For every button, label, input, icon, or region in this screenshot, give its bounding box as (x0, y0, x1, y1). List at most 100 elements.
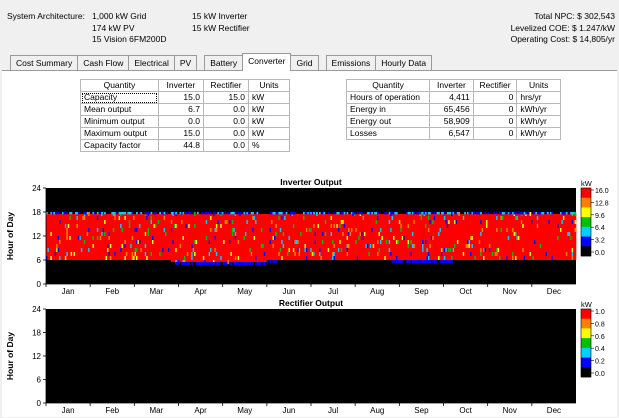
heatmap-cell (144, 214, 147, 260)
heatmap-cell (361, 214, 363, 260)
heatmap-cell (298, 214, 301, 260)
heatmap-cell (388, 240, 391, 244)
heatmap-cell (429, 214, 432, 260)
heatmap-cell (350, 214, 353, 260)
heatmap-cell (207, 214, 209, 262)
heatmap-cell (130, 212, 132, 215)
heatmap-cell (314, 232, 317, 236)
table-row[interactable]: Minimum output 0.0 0.0 kW (80, 115, 290, 128)
x-tick-label: Oct (459, 406, 472, 415)
heatmap-cell (388, 214, 391, 260)
heatmap-cell (468, 212, 471, 215)
heatmap-cell (199, 262, 202, 266)
heatmap-cell (197, 262, 199, 266)
table-row[interactable]: Losses 6,547 0 kWh/yr (345, 127, 561, 140)
heatmap-cell (545, 212, 548, 215)
heatmap-cell (223, 240, 225, 244)
heatmap-cell (173, 224, 176, 228)
heatmap-cell (304, 214, 307, 260)
heatmap-cell (239, 212, 241, 216)
heatmap-cell (458, 212, 461, 216)
heatmap-cell (301, 214, 304, 260)
heatmap-cell (114, 212, 116, 215)
heatmap-cell (124, 244, 127, 248)
heatmap-cell (154, 214, 157, 260)
tab-converter[interactable]: Converter (242, 53, 292, 71)
heatmap-cell (365, 244, 368, 248)
heatmap-cell (310, 248, 313, 252)
heatmap-cell (64, 256, 67, 260)
heatmap-cell (207, 262, 209, 266)
heatmap-cell (69, 216, 71, 220)
heatmap-cell (131, 252, 134, 256)
colorbar-tick-label: 6.4 (595, 225, 605, 232)
row-label[interactable]: Losses (345, 127, 431, 140)
heatmap-cell (500, 214, 503, 260)
heatmap-cell (60, 214, 63, 260)
heatmap-cell (422, 260, 424, 264)
heatmap-cell (381, 236, 384, 240)
heatmap-cell (432, 236, 434, 240)
heatmap-cell (368, 212, 371, 215)
heatmap-cell (390, 228, 392, 232)
heatmap-cell (104, 232, 106, 236)
heatmap-cell (215, 224, 218, 228)
table-row[interactable]: Mean output 6.7 0.0 kW (80, 103, 290, 116)
heatmap-cell (120, 248, 122, 252)
tab-hourly-data[interactable]: Hourly Data (375, 55, 433, 71)
cell-units[interactable]: % (248, 139, 290, 152)
heatmap-cell (410, 252, 413, 256)
heatmap-cell (79, 236, 82, 240)
heatmap-cell (224, 262, 227, 266)
heatmap-cell (570, 212, 572, 215)
cell-rectifier[interactable]: 0.0 (202, 139, 250, 152)
heatmap-cell (231, 212, 234, 215)
heatmap-cell (133, 216, 135, 220)
cell-rectifier[interactable]: 0 (472, 127, 518, 140)
heatmap-cell (281, 212, 283, 215)
heatmap-cell (568, 232, 571, 236)
colorbar-swatch (581, 207, 591, 218)
heatmap-cell (83, 216, 86, 220)
heatmap-cell (470, 236, 472, 240)
table-row[interactable]: Capacity 15.0 15.0 kW (80, 91, 290, 104)
heatmap-cell (501, 214, 504, 260)
table-row[interactable]: Hours of operation 4,411 0 hrs/yr (345, 91, 561, 104)
heatmap-cell (300, 214, 302, 260)
tab-pv[interactable]: PV (173, 55, 198, 71)
table-row[interactable]: Capacity factor 44.8 0.0 % (80, 139, 290, 152)
table-row[interactable]: Energy out 58,909 0 kWh/yr (345, 115, 561, 128)
heatmap-cell (472, 214, 475, 260)
heatmap-cell (462, 252, 465, 256)
heatmap-cell (456, 212, 459, 215)
heatmap-cell (565, 252, 568, 256)
heatmap-cell (377, 252, 379, 256)
heatmap-cell (410, 240, 413, 244)
heatmap-cell (282, 232, 285, 236)
heatmap-cell (114, 252, 116, 256)
table-row[interactable]: Maximum output 15.0 0.0 kW (80, 127, 290, 140)
heatmap-cell (430, 236, 433, 240)
heatmap-cell (258, 262, 260, 266)
table-row[interactable]: Energy in 65,456 0 kWh/yr (345, 103, 561, 116)
heatmap-cell (333, 256, 336, 260)
heatmap-cell (570, 236, 572, 240)
heatmap-cell (279, 248, 282, 252)
heatmap-cell (443, 216, 446, 220)
heatmap-cell (220, 212, 222, 215)
heatmap-cell (218, 262, 221, 266)
heatmap-cell (523, 212, 526, 215)
heatmap-cell (202, 214, 205, 262)
heatmap-cell (506, 256, 509, 260)
heatmap-cell (359, 214, 362, 260)
heatmap-cell (313, 252, 315, 256)
heatmap-cell (179, 212, 182, 215)
heatmap-cell (436, 212, 439, 215)
row-label[interactable]: Capacity factor (80, 139, 159, 152)
heatmap-cell (512, 212, 514, 215)
heatmap-cell (99, 212, 102, 215)
cell-units[interactable]: kWh/yr (516, 127, 561, 140)
heatmap-cell (455, 212, 458, 215)
heatmap-cell (144, 244, 147, 248)
heatmap-cell (442, 212, 445, 215)
